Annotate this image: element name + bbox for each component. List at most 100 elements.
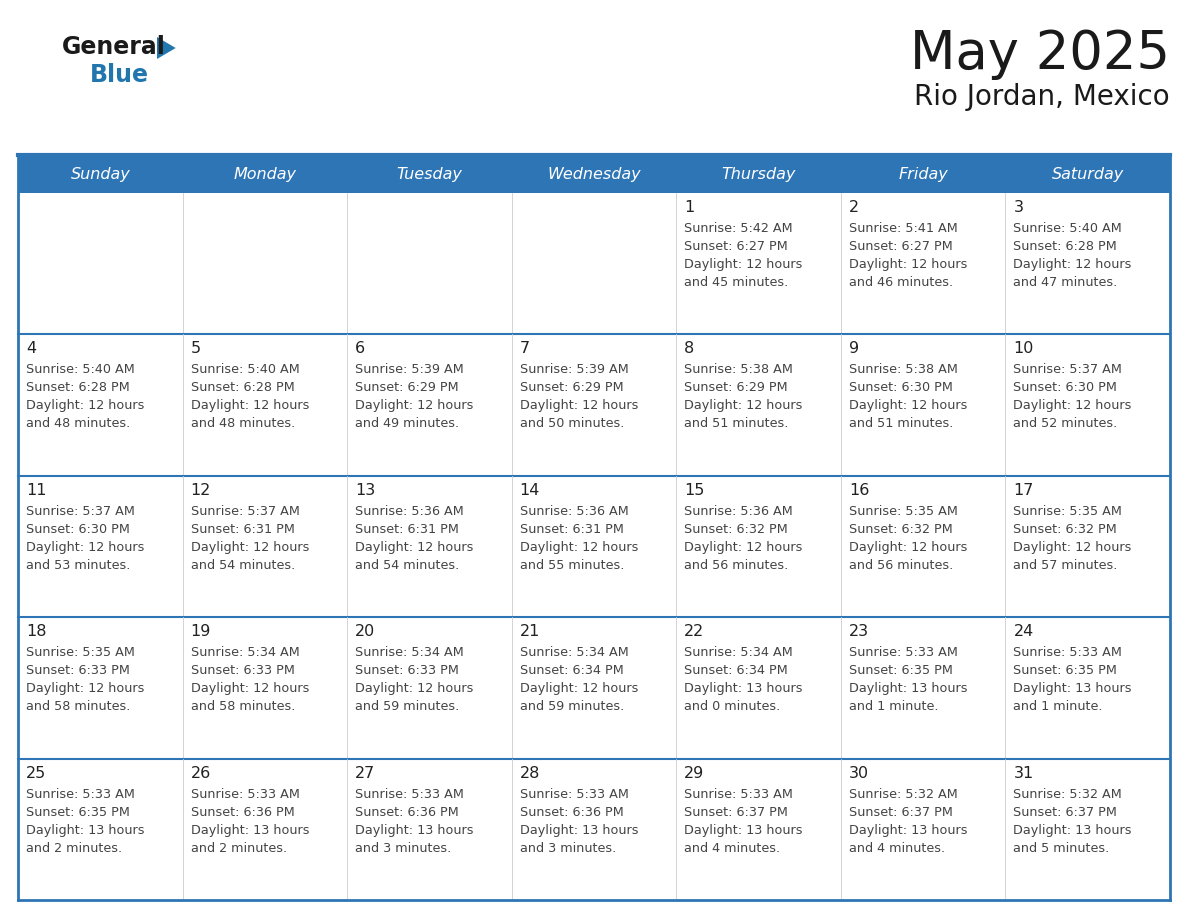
Text: Blue: Blue (90, 63, 148, 87)
Polygon shape (157, 37, 176, 59)
Text: Daylight: 13 hours: Daylight: 13 hours (1013, 682, 1132, 695)
Text: Friday: Friday (898, 166, 948, 182)
Text: Sunrise: 5:33 AM: Sunrise: 5:33 AM (519, 788, 628, 800)
Text: Sunrise: 5:33 AM: Sunrise: 5:33 AM (26, 788, 135, 800)
Text: Daylight: 12 hours: Daylight: 12 hours (355, 541, 474, 554)
Text: Daylight: 12 hours: Daylight: 12 hours (355, 682, 474, 695)
Text: Sunrise: 5:40 AM: Sunrise: 5:40 AM (26, 364, 134, 376)
Text: Tuesday: Tuesday (397, 166, 462, 182)
Text: 27: 27 (355, 766, 375, 780)
Text: Daylight: 13 hours: Daylight: 13 hours (519, 823, 638, 836)
Text: Sunrise: 5:35 AM: Sunrise: 5:35 AM (1013, 505, 1123, 518)
Text: and 47 minutes.: and 47 minutes. (1013, 276, 1118, 289)
Text: Daylight: 12 hours: Daylight: 12 hours (26, 541, 145, 554)
Text: 8: 8 (684, 341, 695, 356)
Text: Sunrise: 5:35 AM: Sunrise: 5:35 AM (849, 505, 958, 518)
Text: Sunset: 6:35 PM: Sunset: 6:35 PM (849, 665, 953, 677)
Bar (18, 193, 183, 334)
Text: 17: 17 (1013, 483, 1034, 498)
Text: and 55 minutes.: and 55 minutes. (519, 559, 624, 572)
Text: 21: 21 (519, 624, 541, 639)
Text: Sunrise: 5:41 AM: Sunrise: 5:41 AM (849, 222, 958, 235)
Text: 4: 4 (26, 341, 36, 356)
Text: Daylight: 12 hours: Daylight: 12 hours (26, 399, 145, 412)
Bar (1005, 476, 1170, 617)
Text: and 58 minutes.: and 58 minutes. (26, 700, 131, 713)
Bar (676, 193, 841, 334)
Text: General: General (62, 35, 166, 59)
Text: and 57 minutes.: and 57 minutes. (1013, 559, 1118, 572)
Text: Sunset: 6:32 PM: Sunset: 6:32 PM (849, 522, 953, 536)
Text: Sunrise: 5:39 AM: Sunrise: 5:39 AM (519, 364, 628, 376)
Text: Sunset: 6:31 PM: Sunset: 6:31 PM (355, 522, 459, 536)
Text: Sunrise: 5:34 AM: Sunrise: 5:34 AM (519, 646, 628, 659)
Text: Sunset: 6:37 PM: Sunset: 6:37 PM (1013, 806, 1117, 819)
Bar (841, 193, 1005, 334)
Text: Sunrise: 5:32 AM: Sunrise: 5:32 AM (849, 788, 958, 800)
Text: Daylight: 12 hours: Daylight: 12 hours (684, 541, 803, 554)
Bar (347, 617, 512, 758)
Text: 5: 5 (190, 341, 201, 356)
Text: Daylight: 13 hours: Daylight: 13 hours (355, 823, 474, 836)
Text: and 4 minutes.: and 4 minutes. (684, 842, 781, 855)
Text: 22: 22 (684, 624, 704, 639)
Text: Daylight: 13 hours: Daylight: 13 hours (1013, 823, 1132, 836)
Text: Sunrise: 5:37 AM: Sunrise: 5:37 AM (190, 505, 299, 518)
Text: 25: 25 (26, 766, 46, 780)
Text: 14: 14 (519, 483, 541, 498)
Bar (841, 476, 1005, 617)
Text: 6: 6 (355, 341, 365, 356)
Text: Thursday: Thursday (721, 166, 796, 182)
Text: May 2025: May 2025 (910, 28, 1170, 80)
Bar (347, 758, 512, 900)
Text: and 52 minutes.: and 52 minutes. (1013, 418, 1118, 431)
Bar (1005, 617, 1170, 758)
Bar (18, 334, 183, 476)
Text: Sunset: 6:33 PM: Sunset: 6:33 PM (26, 665, 129, 677)
Bar (841, 758, 1005, 900)
Text: Sunrise: 5:37 AM: Sunrise: 5:37 AM (1013, 364, 1123, 376)
Text: and 53 minutes.: and 53 minutes. (26, 559, 131, 572)
Text: 11: 11 (26, 483, 46, 498)
Text: Daylight: 13 hours: Daylight: 13 hours (684, 682, 803, 695)
Bar (676, 334, 841, 476)
Text: Sunset: 6:27 PM: Sunset: 6:27 PM (684, 240, 788, 253)
Text: 23: 23 (849, 624, 868, 639)
Text: Sunrise: 5:33 AM: Sunrise: 5:33 AM (190, 788, 299, 800)
Text: Daylight: 12 hours: Daylight: 12 hours (519, 682, 638, 695)
Text: and 48 minutes.: and 48 minutes. (26, 418, 131, 431)
Bar (676, 758, 841, 900)
Text: and 58 minutes.: and 58 minutes. (190, 700, 295, 713)
Text: Sunrise: 5:33 AM: Sunrise: 5:33 AM (1013, 646, 1123, 659)
Text: and 1 minute.: and 1 minute. (1013, 700, 1102, 713)
Text: Sunrise: 5:34 AM: Sunrise: 5:34 AM (355, 646, 463, 659)
Text: Daylight: 12 hours: Daylight: 12 hours (849, 258, 967, 271)
Text: and 56 minutes.: and 56 minutes. (849, 559, 953, 572)
Text: Sunset: 6:30 PM: Sunset: 6:30 PM (26, 522, 129, 536)
Text: Sunset: 6:35 PM: Sunset: 6:35 PM (26, 806, 129, 819)
Text: Sunrise: 5:36 AM: Sunrise: 5:36 AM (684, 505, 794, 518)
Text: Sunrise: 5:36 AM: Sunrise: 5:36 AM (519, 505, 628, 518)
Text: Wednesday: Wednesday (548, 166, 640, 182)
Text: 13: 13 (355, 483, 375, 498)
Bar (18, 617, 183, 758)
Bar (841, 617, 1005, 758)
Text: Sunset: 6:37 PM: Sunset: 6:37 PM (684, 806, 788, 819)
Text: Sunrise: 5:34 AM: Sunrise: 5:34 AM (684, 646, 794, 659)
Text: 20: 20 (355, 624, 375, 639)
Bar (676, 617, 841, 758)
Text: Sunset: 6:28 PM: Sunset: 6:28 PM (26, 381, 129, 395)
Text: Sunset: 6:30 PM: Sunset: 6:30 PM (1013, 381, 1117, 395)
Text: Sunset: 6:30 PM: Sunset: 6:30 PM (849, 381, 953, 395)
Bar (18, 476, 183, 617)
Text: Sunset: 6:31 PM: Sunset: 6:31 PM (519, 522, 624, 536)
Text: and 3 minutes.: and 3 minutes. (355, 842, 451, 855)
Bar (347, 193, 512, 334)
Text: Sunset: 6:28 PM: Sunset: 6:28 PM (190, 381, 295, 395)
Text: Daylight: 12 hours: Daylight: 12 hours (1013, 541, 1132, 554)
Text: Sunset: 6:32 PM: Sunset: 6:32 PM (684, 522, 788, 536)
Text: Rio Jordan, Mexico: Rio Jordan, Mexico (915, 83, 1170, 111)
Text: 12: 12 (190, 483, 211, 498)
Text: 7: 7 (519, 341, 530, 356)
Bar (18, 155, 1170, 193)
